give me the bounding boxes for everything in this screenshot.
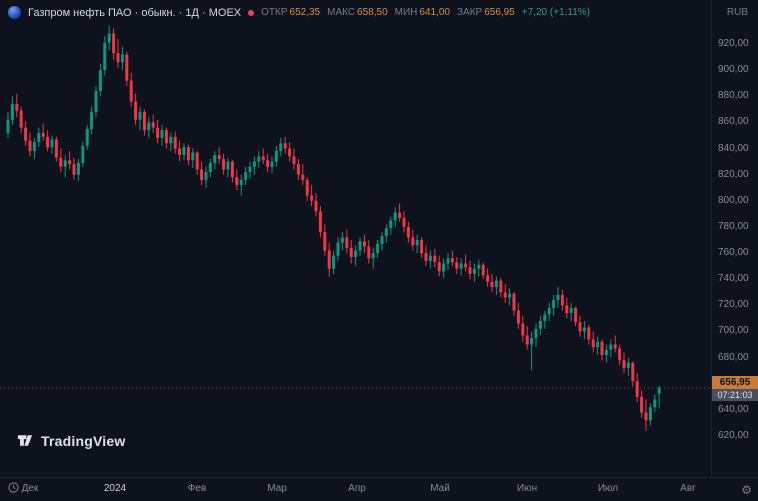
time-axis-month-label: Дек [21, 483, 39, 494]
price-axis-label: 840,00 [718, 142, 749, 154]
tradingview-logo-icon [17, 435, 33, 446]
bar-countdown-timer: 07:21:03 [712, 388, 758, 401]
close-label: ЗАКР [456, 7, 483, 18]
time-axis-year-label: 2024 [103, 483, 127, 494]
price-axis-label: 620,00 [718, 430, 749, 441]
timezone-clock-icon[interactable] [8, 482, 19, 496]
legend[interactable]: Газпром нефть ПАО · обыкн. · 1Д · MOEX О… [8, 6, 590, 19]
high-label: МАКС [327, 7, 356, 18]
ohlc-close: ЗАКР 656,95 [457, 7, 515, 18]
time-axis[interactable]: Дек 2024 Фев Мар Апр Май Июн Июл Авг [0, 477, 758, 501]
time-axis-month-label: Мар [267, 483, 287, 494]
price-axis-label: 700,00 [718, 325, 749, 337]
price-axis-label: 820,00 [718, 168, 749, 180]
price-axis-label: 860,00 [718, 116, 749, 128]
settings-gear-icon[interactable]: ⚙ [741, 483, 752, 497]
chart-canvas[interactable] [0, 0, 758, 478]
currency-label[interactable]: RUB [726, 7, 748, 18]
price-axis-label: 780,00 [718, 220, 749, 232]
time-axis-month-label: Апр [348, 483, 366, 494]
high-value: 658,50 [357, 7, 388, 18]
price-axis-label: 640,00 [718, 403, 749, 415]
last-price-value: 656,95 [712, 375, 758, 389]
price-axis-label: 880,00 [718, 90, 749, 102]
market-status-icon [248, 9, 255, 16]
close-value: 656,95 [484, 7, 515, 18]
price-axis-label: 740,00 [718, 273, 749, 285]
price-axis-label: 760,00 [718, 247, 749, 259]
tradingview-watermark-text: TradingView [41, 432, 126, 449]
time-axis-month-label: Июл [597, 483, 619, 494]
time-axis-month-label: Фев [187, 483, 207, 494]
price-axis-label: 680,00 [718, 351, 749, 363]
price-change: +7,20 (+1,11%) [521, 7, 590, 18]
symbol-title[interactable]: Газпром нефть ПАО · обыкн. · 1Д · MOEX [28, 6, 242, 19]
last-price-badge: 656,95 07:21:03 [712, 375, 758, 401]
open-value: 652,35 [289, 7, 321, 18]
price-axis-label: 920,00 [718, 38, 749, 49]
price-axis-label: 800,00 [718, 194, 749, 206]
low-label: МИН [394, 7, 418, 18]
time-axis-month-label: Май [430, 483, 450, 494]
ohlc-open: ОТКР 652,35 [261, 7, 320, 18]
symbol-logo-icon [8, 6, 21, 19]
price-axis-label: 900,00 [718, 64, 749, 76]
time-axis-month-label: Авг [680, 483, 696, 494]
time-axis-month-label: Июн [516, 483, 538, 494]
low-value: 641,00 [419, 7, 450, 18]
ohlc-high: МАКС 658,50 [327, 7, 388, 18]
price-axis[interactable]: 920,00 900,00 880,00 860,00 840,00 820,00 800,… [711, 0, 758, 478]
ohlc-low: МИН 641,00 [395, 7, 450, 18]
price-axis-label: 720,00 [718, 299, 749, 311]
tradingview-watermark[interactable]: TradingView [17, 432, 125, 449]
open-label: ОТКР [261, 7, 288, 18]
